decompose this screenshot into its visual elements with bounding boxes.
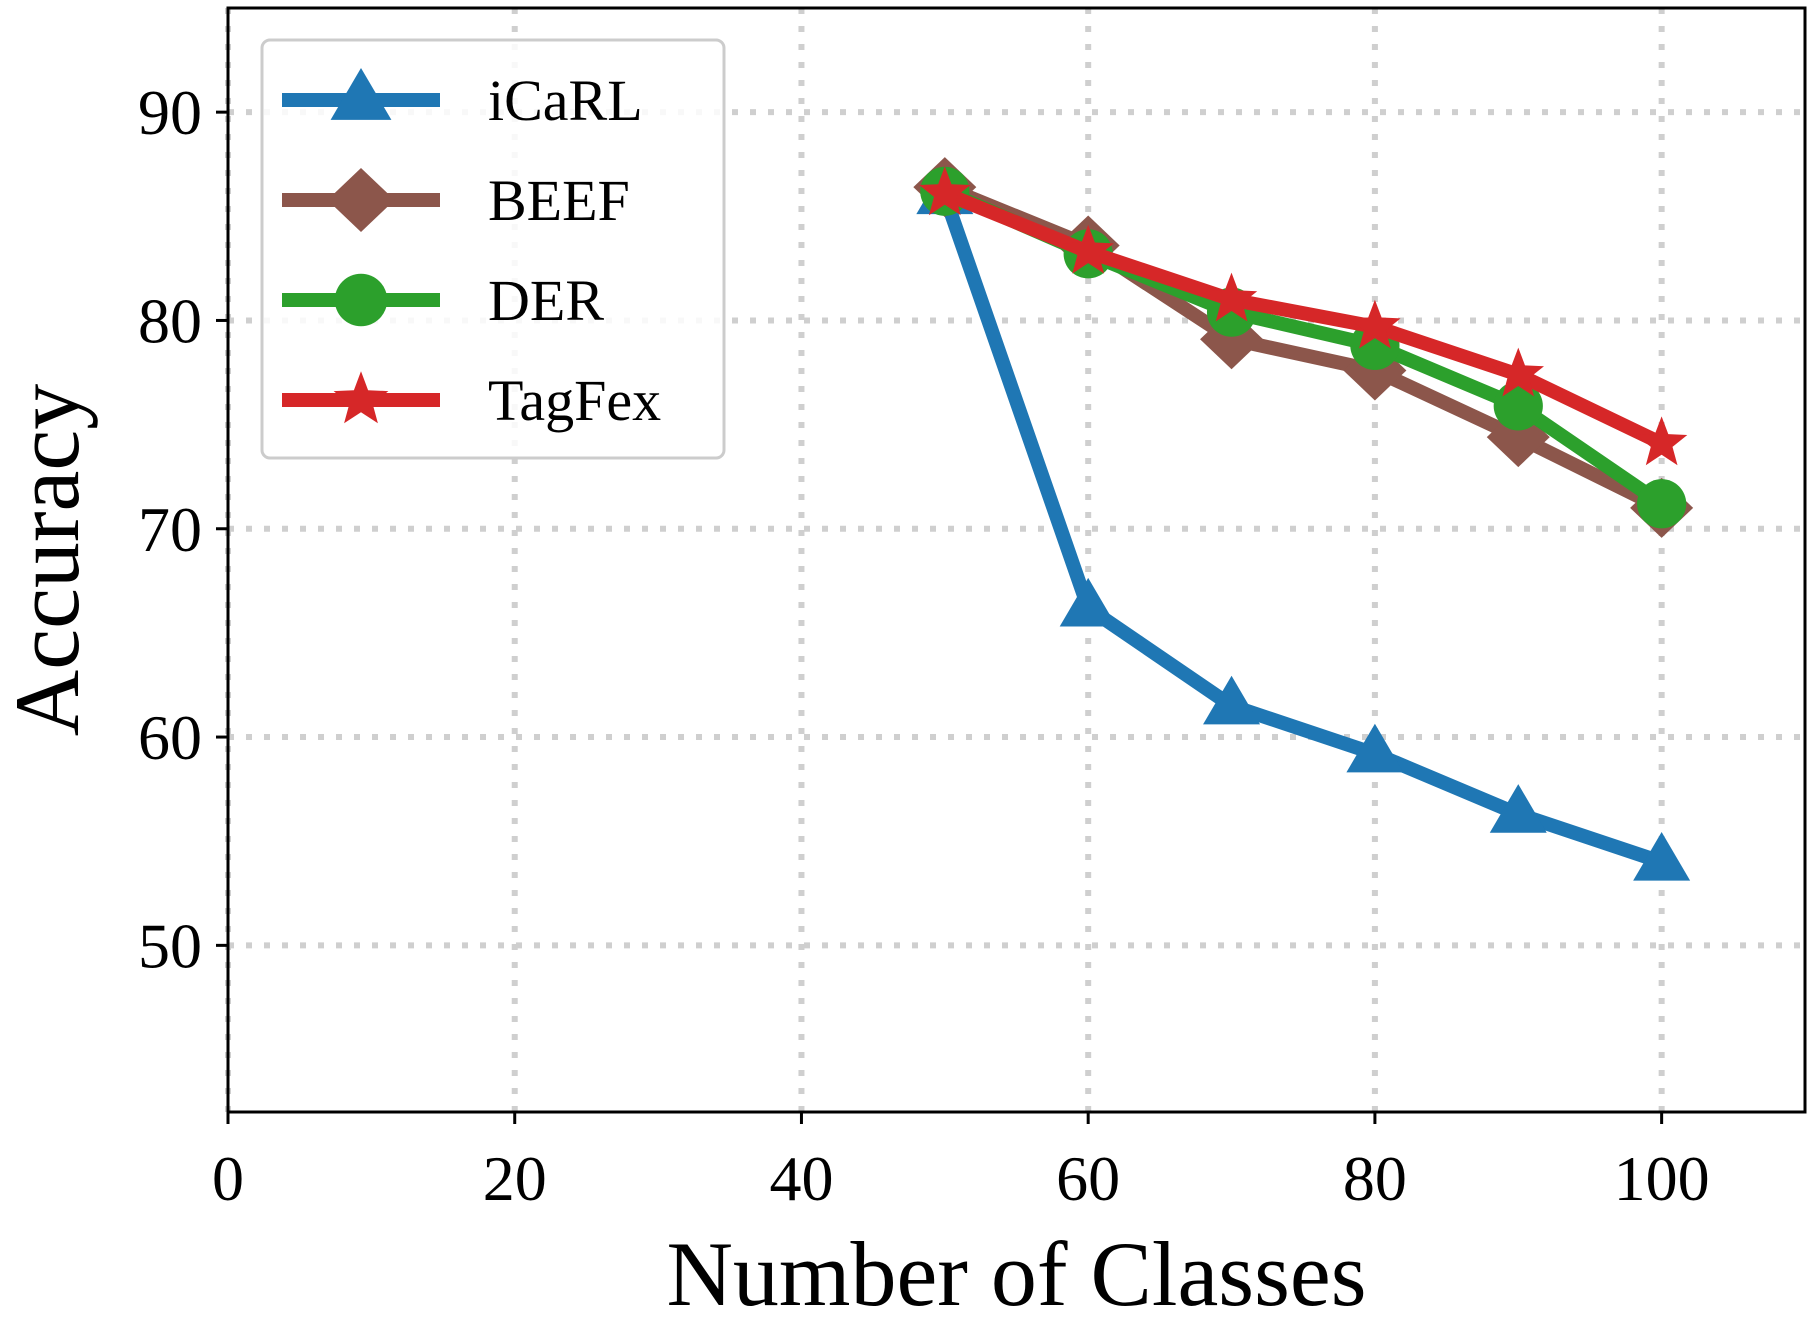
grid: [225, 8, 1805, 1112]
data-point-icarl: [1059, 577, 1117, 627]
legend-box: [260, 38, 726, 460]
data-point-tagfex: [919, 166, 971, 216]
legend: iCaRL BEEF DER TagFex: [260, 38, 726, 460]
data-point-icarl: [1346, 723, 1404, 773]
data-point-tagfex: [1349, 299, 1401, 349]
data-point-der: [1637, 479, 1687, 529]
series-line-tagfex: [942, 186, 1665, 450]
series-group: [913, 157, 1694, 881]
legend-label-beef: BEEF: [488, 168, 630, 233]
y-tick-label: 60: [138, 702, 202, 773]
y-tick-label: 90: [138, 77, 202, 148]
legend-entry-beef: BEEF: [282, 168, 630, 233]
legend-marker-icarl: [330, 68, 392, 120]
y-tick-label: 50: [138, 910, 202, 981]
series-line-icarl: [938, 193, 1664, 869]
data-point-tagfex: [1062, 224, 1114, 274]
data-point-icarl: [1489, 784, 1547, 833]
x-tick-label: 100: [1614, 1143, 1710, 1214]
legend-label-icarl: iCaRL: [488, 68, 643, 133]
data-point-tagfex: [1205, 272, 1258, 322]
axis-ticks: 0 20 40 60 80 100 50 60 70 80 90: [138, 77, 1710, 1214]
legend-label-der: DER: [488, 268, 604, 333]
y-axis-title: Accuracy: [0, 384, 98, 736]
y-tick-label: 70: [138, 494, 202, 565]
legend-marker-der: [334, 273, 388, 327]
legend-entry-icarl: iCaRL: [282, 68, 643, 133]
data-point-icarl: [1633, 832, 1691, 881]
series-tagfex: [919, 166, 1688, 466]
legend-entry-tagfex: TagFex: [282, 368, 661, 433]
data-point-icarl: [1203, 675, 1261, 725]
y-tick-label: 80: [138, 285, 202, 356]
legend-marker-tagfex: [333, 371, 389, 424]
legend-marker-beef: [327, 168, 395, 232]
plot-frame: [226, 6, 1807, 1114]
x-tick-label: 0: [212, 1143, 244, 1214]
x-tick-label: 20: [483, 1143, 547, 1214]
x-axis-title: Number of Classes: [666, 1223, 1366, 1319]
x-tick-label: 80: [1343, 1143, 1407, 1214]
data-point-tagfex: [1636, 416, 1688, 466]
legend-label-tagfex: TagFex: [488, 368, 661, 433]
series-icarl: [916, 165, 1691, 881]
data-point-tagfex: [1492, 347, 1544, 397]
x-tick-label: 40: [769, 1143, 833, 1214]
series-beef: [913, 157, 1694, 538]
x-tick-label: 60: [1056, 1143, 1120, 1214]
legend-entry-der: DER: [282, 268, 604, 333]
